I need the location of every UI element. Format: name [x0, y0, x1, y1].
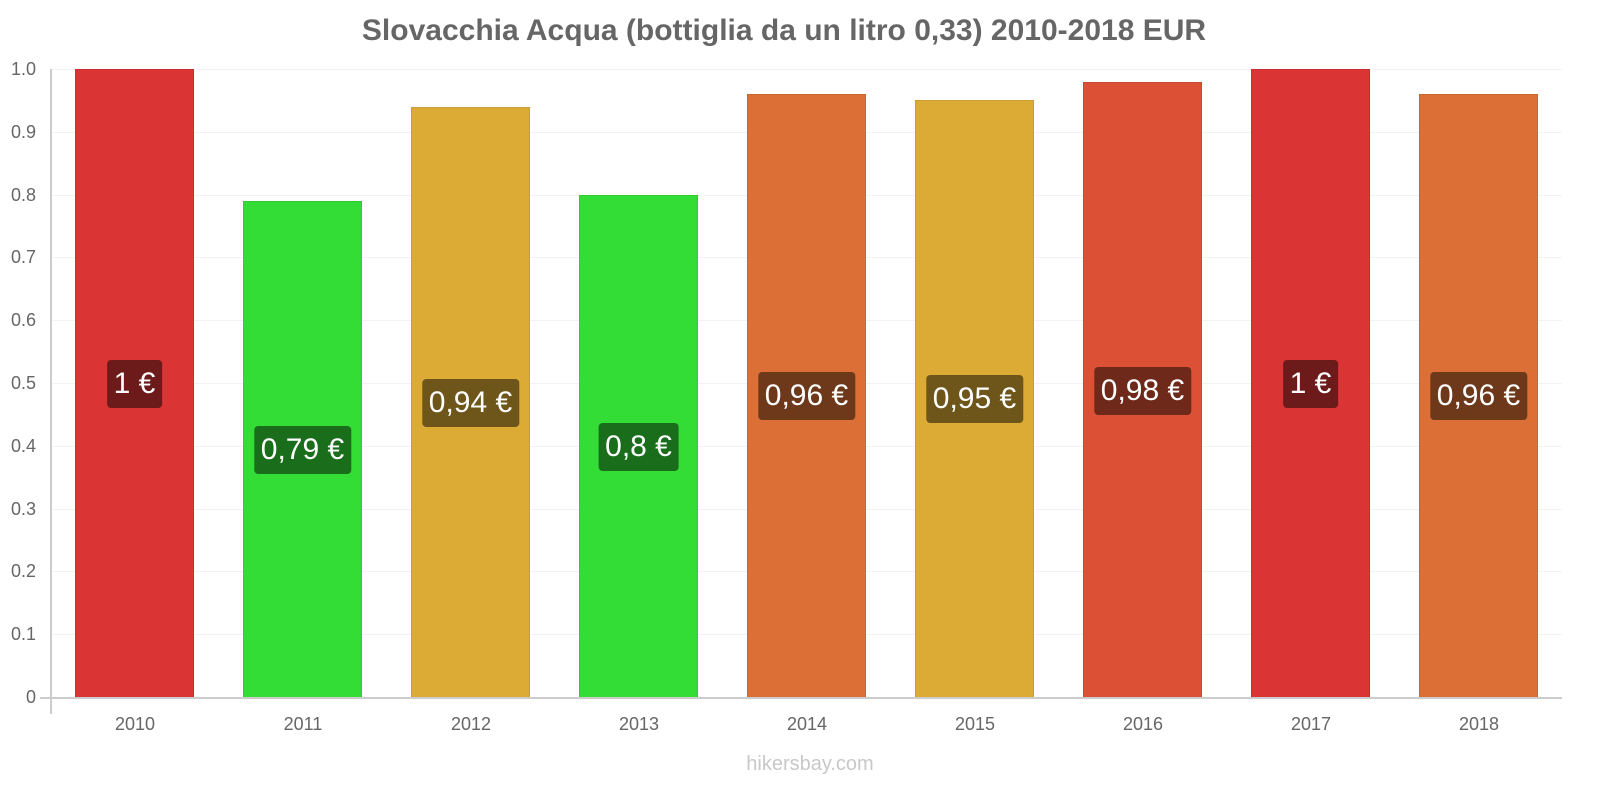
bar-2012[interactable]: 0,94 € [411, 107, 530, 697]
bar-value-label: 0,95 € [925, 375, 1024, 423]
bar-value-label: 0,79 € [253, 426, 352, 474]
y-tick-label: 0.1 [10, 624, 36, 644]
x-tick-label: 2011 [283, 714, 323, 734]
bar-2014[interactable]: 0,96 € [747, 94, 866, 697]
x-tick-label: 2017 [1290, 714, 1332, 734]
y-axis-line [50, 69, 52, 714]
x-tick-label: 2014 [786, 714, 828, 734]
bar-value-label: 0,98 € [1093, 367, 1192, 415]
x-tick-label: 2013 [618, 714, 660, 734]
x-tick-label: 2018 [1458, 714, 1500, 734]
y-tick-label: 1.0 [10, 59, 36, 79]
bar-2011[interactable]: 0,79 € [243, 201, 362, 697]
y-tick-label: 0.9 [10, 122, 36, 142]
y-tick-label: 0.3 [10, 499, 36, 519]
y-tick-label: 0.7 [10, 247, 36, 267]
grid-line [51, 69, 1562, 70]
bar-value-label: 0,96 € [1429, 372, 1528, 420]
x-tick-label: 2016 [1122, 714, 1164, 734]
y-tick-label: 0.4 [10, 436, 36, 456]
bar-2013[interactable]: 0,8 € [579, 195, 698, 697]
bar-2016[interactable]: 0,98 € [1083, 82, 1202, 697]
watermark: hikersbay.com [746, 753, 874, 775]
bar-2010[interactable]: 1 € [75, 69, 194, 697]
chart-title: Slovacchia Acqua (bottiglia da un litro … [361, 14, 1207, 47]
bar-2018[interactable]: 0,96 € [1419, 94, 1538, 697]
y-tick-label: 0.6 [10, 310, 36, 330]
bar-value-label: 1 € [1282, 360, 1339, 408]
x-tick-label: 2012 [450, 714, 492, 734]
y-tick-label: 0 [25, 687, 36, 707]
y-tick-label: 0.8 [10, 185, 36, 205]
bar-2017[interactable]: 1 € [1251, 69, 1370, 697]
bar-value-label: 1 € [106, 360, 163, 408]
bar-2015[interactable]: 0,95 € [915, 100, 1034, 697]
x-tick-label: 2015 [954, 714, 996, 734]
bar-value-label: 0,94 € [421, 379, 520, 427]
bar-value-label: 0,96 € [757, 372, 856, 420]
y-tick-label: 0.5 [10, 373, 36, 393]
bar-value-label: 0,8 € [598, 423, 679, 471]
x-tick-label: 2010 [114, 714, 156, 734]
x-axis-line [40, 697, 1562, 699]
y-tick-label: 0.2 [10, 561, 36, 581]
